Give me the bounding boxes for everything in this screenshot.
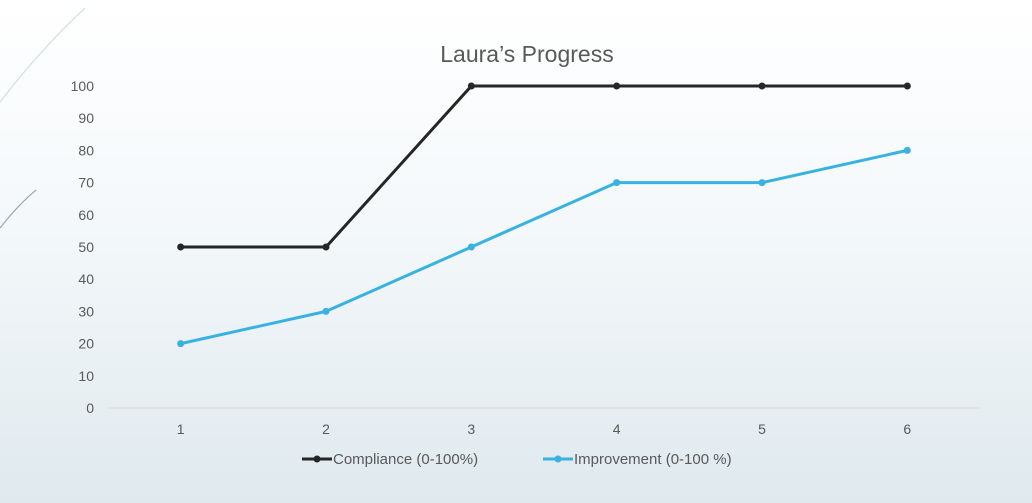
data-point-series-1	[903, 146, 911, 154]
data-point-series-1	[467, 243, 475, 251]
series-layer	[177, 82, 911, 348]
data-point-series-0	[322, 243, 330, 251]
series-line-1	[179, 148, 909, 346]
legend-entry-label: Compliance (0-100%)	[333, 451, 478, 468]
x-tick-label: 4	[613, 421, 621, 437]
x-tick-labels: 1 2 3 4 5 6	[177, 421, 912, 437]
data-point-series-0	[613, 82, 621, 90]
y-tick-label: 30	[78, 303, 94, 319]
y-tick-label: 10	[78, 368, 94, 384]
x-tick-label: 5	[758, 421, 766, 437]
legend: Compliance (0-100%) Improvement (0-100 %)	[302, 451, 732, 468]
y-tick-label: 100	[71, 78, 95, 94]
legend-swatch-marker	[313, 455, 321, 463]
y-tick-label: 90	[78, 110, 94, 126]
data-point-series-1	[322, 307, 330, 315]
y-tick-label: 60	[78, 207, 94, 223]
x-tick-label: 2	[322, 421, 330, 437]
x-tick-label: 3	[467, 421, 475, 437]
data-point-series-0	[467, 82, 475, 90]
data-point-series-1	[613, 179, 621, 187]
y-tick-label: 40	[78, 271, 94, 287]
x-tick-label: 1	[177, 421, 185, 437]
x-tick-label: 6	[903, 421, 911, 437]
decorative-arc	[0, 7, 86, 103]
data-point-series-0	[903, 82, 911, 90]
y-tick-labels: 0 10 20 30 40 50 60 70 80 90 100	[71, 78, 95, 416]
data-point-series-1	[758, 179, 766, 187]
legend-entry-label: Improvement (0-100 %)	[574, 451, 732, 468]
y-tick-label: 80	[78, 142, 94, 158]
data-point-series-1	[177, 340, 185, 348]
chart-title: Laura’s Progress	[440, 41, 613, 67]
y-tick-label: 0	[86, 400, 94, 416]
data-point-series-0	[758, 82, 766, 90]
y-tick-label: 20	[78, 336, 94, 352]
y-tick-label: 70	[78, 175, 94, 191]
decorative-arc	[0, 189, 37, 229]
legend-swatch-marker	[554, 455, 562, 463]
series-line-0	[179, 84, 909, 249]
data-point-series-0	[177, 243, 185, 251]
y-tick-label: 50	[78, 239, 94, 255]
